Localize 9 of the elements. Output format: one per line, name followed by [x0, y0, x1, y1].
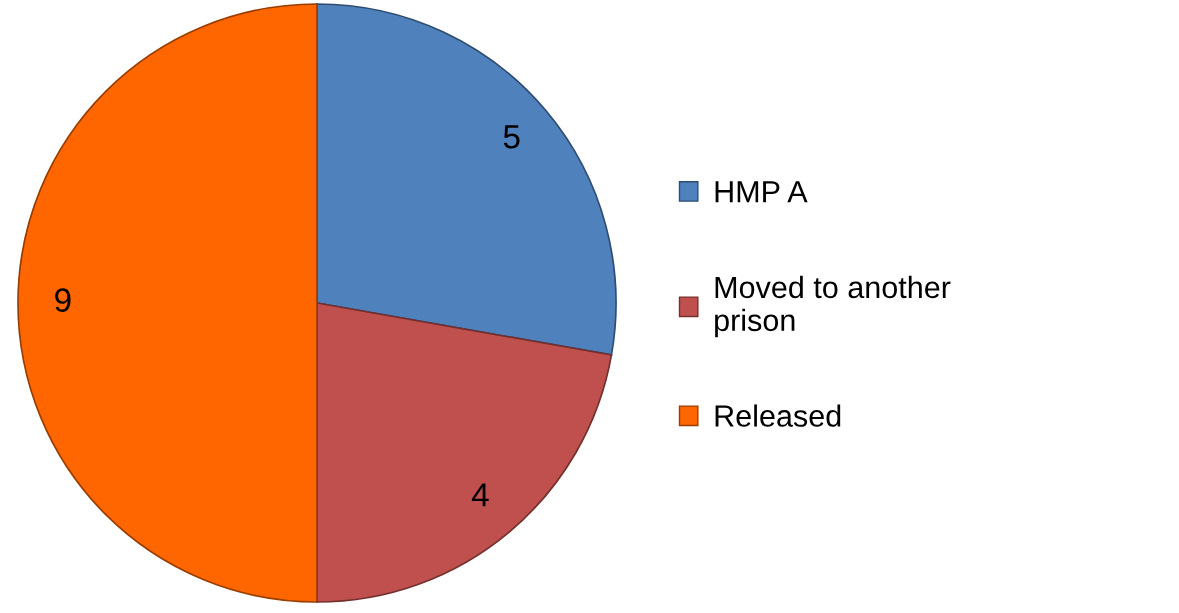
pie-slice: [17, 3, 318, 603]
data-label: 5: [503, 125, 520, 149]
pie-slice: [316, 302, 613, 603]
data-label: 4: [471, 483, 489, 507]
data-label: 9: [55, 288, 71, 312]
legend-label: HMP A: [715, 181, 808, 203]
legend-label: Released: [715, 404, 841, 427]
pie-slice: [316, 3, 617, 356]
legend-label: Moved to another prison: [715, 275, 951, 338]
